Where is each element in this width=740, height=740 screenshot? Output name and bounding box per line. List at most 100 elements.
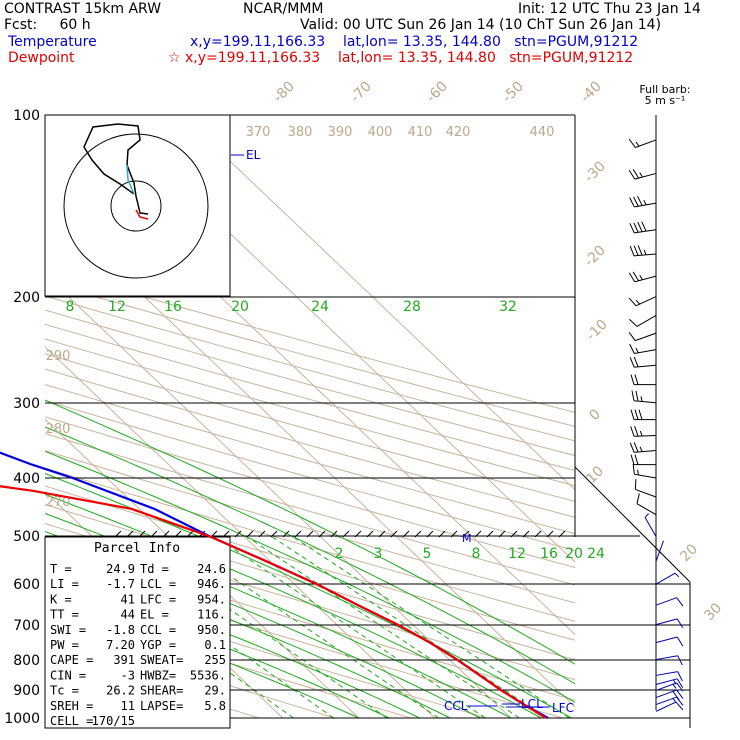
hatch-mark [330, 530, 338, 538]
dry-adiabat-line [45, 485, 575, 641]
parcel-key: YGP = [140, 638, 176, 652]
hodograph-low-path [135, 209, 149, 220]
barb-flag [675, 701, 684, 711]
pressure-tick-label: 700 [13, 618, 40, 634]
wind-barb [629, 195, 657, 208]
org-name: NCAR/MMM [243, 1, 324, 17]
wind-barb [644, 513, 657, 537]
hatch-mark [138, 530, 146, 538]
parcel-key: CAPE = [50, 653, 93, 667]
wind-barb [630, 426, 657, 437]
dry-adiabat-line [45, 503, 575, 661]
barb-flag [676, 636, 684, 647]
isotherm-label: -40 [577, 78, 604, 105]
temperature-location: x,y=199.11,166.33 lat,lon= 13.35, 144.80… [190, 34, 639, 50]
theta-label: 370 [246, 125, 271, 140]
barb-shaft [655, 655, 678, 661]
barb-shaft [634, 473, 657, 479]
hatch-mark [426, 530, 434, 538]
moist-adiabat-line [45, 579, 390, 719]
isotherm-label: 0 [586, 406, 604, 424]
barb-flag [633, 356, 639, 367]
wind-barb [630, 454, 656, 466]
init-time: Init: 12 UTC Thu 23 Jan 14 [518, 1, 701, 17]
barb-flag [633, 196, 639, 207]
barb-shaft [635, 139, 657, 148]
barb-half-flag [639, 430, 643, 437]
hatch-mark [318, 530, 326, 538]
parcel-value: 29. [204, 684, 226, 698]
parcel-key: SWI = [50, 623, 86, 637]
barb-flag [631, 390, 635, 401]
wind-barb [629, 245, 657, 257]
wind-barb [655, 597, 684, 607]
barb-shaft [636, 315, 657, 327]
pressure-tick-label: 600 [13, 577, 40, 593]
barb-flag [677, 655, 683, 666]
isotherm-label: -70 [347, 78, 374, 105]
barb-shaft [644, 517, 657, 537]
barb-flag [629, 245, 635, 257]
mixing-ratio-label: 16 [540, 546, 558, 562]
wind-barb [632, 463, 657, 479]
parcel-value: 116. [197, 608, 226, 622]
wind-barb [628, 138, 657, 148]
parcel-key: SREH = [50, 699, 93, 713]
hatch-mark [534, 530, 542, 538]
theta-label: 380 [288, 125, 313, 140]
isotherm-label: 30 [701, 600, 725, 624]
hatch-mark [546, 530, 554, 538]
barb-flag [633, 222, 639, 233]
barb-flag [628, 169, 636, 180]
moist-adiabat-line [45, 593, 360, 719]
wind-barb [628, 271, 657, 283]
barb-flag [630, 454, 635, 465]
parcel-key: T = [50, 562, 72, 576]
hatch-mark [354, 530, 362, 538]
parcel-key: CELL = [50, 714, 93, 728]
pressure-tick-label: 900 [13, 683, 40, 699]
barb-flag [638, 409, 643, 420]
parcel-box-frame [44, 536, 231, 729]
moist-adiabat-line [45, 450, 575, 703]
moist-adiabat-label: 16 [164, 299, 182, 315]
moist-adiabat-label: 32 [499, 299, 517, 315]
wind-barb [630, 374, 656, 386]
dry-adiabat-line [45, 416, 575, 569]
dry-adiabat-line [45, 432, 575, 586]
dry-adiabat-line [45, 583, 487, 719]
barb-flag [637, 222, 643, 232]
wind-barb [655, 572, 680, 585]
hatch-mark [222, 530, 230, 538]
barb-half-flag [674, 572, 680, 578]
hatch-mark [210, 530, 218, 538]
dry-adiabat-line [45, 295, 575, 442]
hatch-mark [162, 530, 170, 538]
parcel-value: 44 [121, 608, 135, 622]
hatch-mark [414, 530, 422, 538]
wind-barb [655, 618, 684, 629]
dry-adiabat-label: 280 [46, 422, 71, 437]
parcel-value: 255 [204, 653, 226, 667]
moist-adiabat-label: 20 [231, 299, 249, 315]
barb-flag [629, 197, 635, 208]
mixing-ratio-lines [230, 537, 570, 719]
hodograph-ring [63, 133, 209, 279]
barb-flag [628, 331, 636, 341]
wind-barb [655, 655, 683, 666]
isotherm-label: -10 [583, 316, 610, 343]
wind-barb [655, 689, 684, 701]
barb-half-flag [640, 396, 643, 402]
barb-half-flag [635, 347, 639, 354]
pressure-tick-label: 100 [13, 108, 40, 124]
isotherm-line [45, 273, 512, 719]
dry-adiabat-line [45, 467, 575, 622]
mixing-ratio-label: 5 [423, 546, 432, 562]
wind-barb [636, 493, 657, 516]
wind-barb [628, 331, 657, 342]
hatch-mark [186, 530, 194, 538]
mixing-ratio-line [230, 545, 486, 719]
hatch-mark [522, 530, 530, 538]
hatch-mark [306, 530, 314, 538]
